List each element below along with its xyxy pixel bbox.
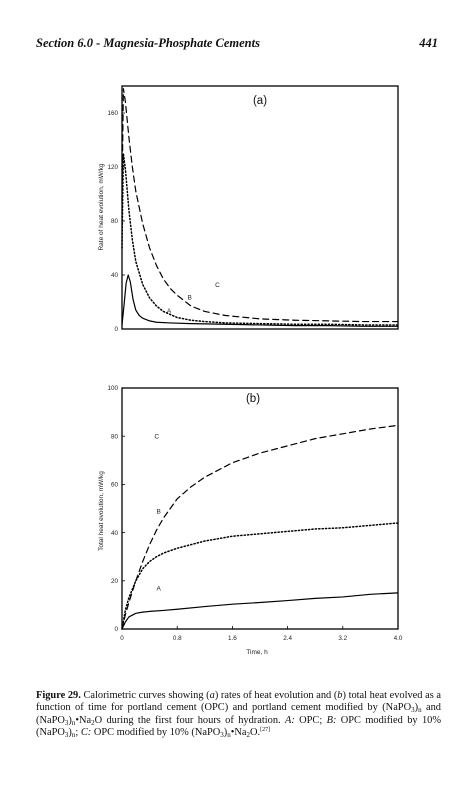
section-title: Section 6.0 - Magnesia-Phosphate Cements — [36, 36, 260, 50]
y-tick-label: 0 — [114, 626, 118, 633]
series-label-c: C — [154, 434, 159, 441]
series-line-a — [121, 592, 399, 630]
plot-frame-b — [121, 387, 399, 630]
x-tick-label: 3.2 — [338, 635, 347, 642]
x-tick-label: 2.4 — [283, 635, 292, 642]
y-tick-label: 60 — [111, 482, 119, 489]
series-label-c: C — [215, 282, 220, 289]
panel-label-b: (b) — [246, 393, 260, 405]
plot-frame-a — [121, 85, 399, 330]
series-label-a: A — [167, 308, 172, 315]
series-line-c — [121, 88, 399, 323]
y-axis-label-b: Total heat evolution, mW/kg — [98, 471, 105, 551]
x-tick-label: 4.0 — [394, 635, 403, 642]
page-number: 441 — [419, 36, 438, 50]
calorimetric-figure: (a) Rate of heat evolution, mW/kg 0 40 80 1… — [98, 85, 403, 656]
chart-panel-a: (a) Rate of heat evolution, mW/kg 0 40 80 1… — [98, 85, 399, 333]
series-label-b: B — [188, 294, 192, 301]
x-axis-label-b: Time, h — [246, 649, 268, 656]
y-tick-label: 100 — [107, 385, 118, 392]
running-header: Section 6.0 - Magnesia-Phosphate Cements… — [36, 36, 438, 54]
y-tick-label: 80 — [111, 433, 119, 440]
series-line-b — [121, 152, 399, 326]
series-label-a: A — [157, 585, 162, 592]
series-line-a — [121, 274, 399, 327]
y-tick-label: 40 — [111, 272, 119, 279]
ticks-b: 0 20 40 60 80 100 0 0.8 1.6 2.4 3.2 4.0 — [107, 385, 402, 642]
x-tick-label: 1.6 — [228, 635, 237, 642]
y-tick-label: 160 — [107, 110, 118, 117]
y-tick-label: 120 — [107, 164, 118, 171]
series-line-c — [121, 424, 399, 630]
series-b: A B C — [121, 424, 399, 630]
x-tick-label: 0.8 — [173, 635, 182, 642]
panel-label-a: (a) — [253, 95, 267, 107]
series-line-b — [121, 522, 399, 630]
y-tick-label: 80 — [111, 218, 119, 225]
chart-panel-b: (b) Total heat evolution, mW/kg Time, h … — [98, 385, 403, 656]
series-a: A B C — [121, 88, 399, 327]
x-tick-label: 0 — [120, 635, 124, 642]
y-tick-label: 20 — [111, 578, 119, 585]
y-tick-label: 40 — [111, 530, 119, 537]
series-label-b: B — [157, 508, 161, 515]
y-tick-label: 0 — [114, 326, 118, 333]
y-axis-label-a: Rate of heat evolution, mW/kg — [98, 163, 105, 250]
caption-lead: Figure 29. — [36, 690, 81, 701]
figure-caption: Figure 29. Calorimetric curves showing (… — [36, 690, 441, 740]
